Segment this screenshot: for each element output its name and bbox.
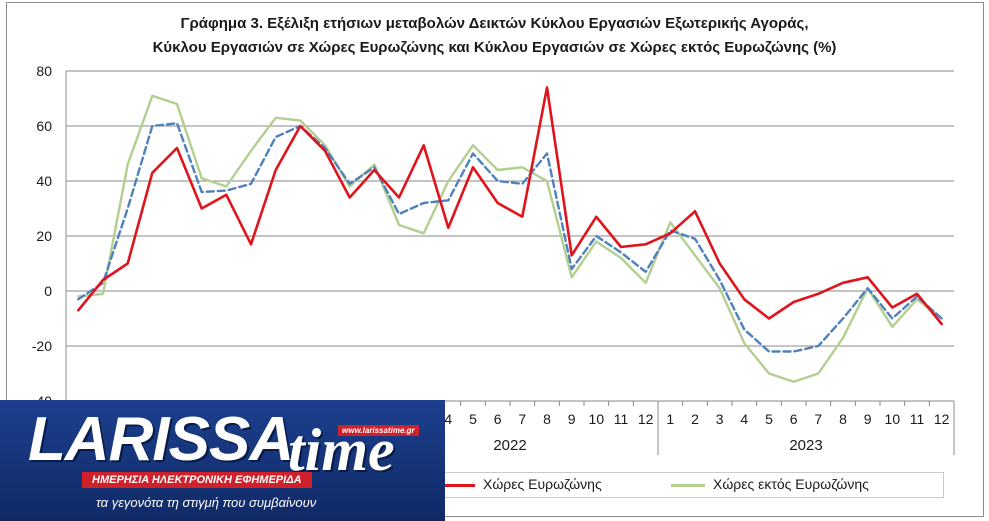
logo-url: www.larissatime.gr xyxy=(338,425,419,436)
x-tick-label: 6 xyxy=(494,411,502,427)
y-tick-label: 80 xyxy=(36,63,52,79)
series-line-eurozone xyxy=(77,86,944,326)
chart-frame xyxy=(6,2,984,517)
legend-swatch-eurozone xyxy=(441,483,475,487)
legend-label-eurozone: Χώρες Ευρωζώνης xyxy=(483,476,602,492)
year-label: 2023 xyxy=(789,437,822,454)
larissatime-logo-banner[interactable]: LARISSA time www.larissatime.gr ΗΜΕΡΗΣΙΑ… xyxy=(0,400,445,521)
legend-label-non-eurozone: Χώρες εκτός Ευρωζώνης xyxy=(713,476,869,492)
x-tick-label: 5 xyxy=(765,411,773,427)
x-tick-label: 12 xyxy=(934,411,950,427)
x-tick-label: 9 xyxy=(864,411,872,427)
series-line-total xyxy=(77,122,943,353)
x-tick-label: 2 xyxy=(691,411,699,427)
x-tick-label: 3 xyxy=(716,411,724,427)
x-tick-label: 11 xyxy=(910,411,925,427)
x-tick-label: 10 xyxy=(589,411,605,427)
x-tick-label: 7 xyxy=(518,411,526,427)
logo-tagline: τα γεγονότα τη στιγμή που συμβαίνουν xyxy=(96,495,317,510)
y-tick-label: 60 xyxy=(36,118,52,134)
x-tick-label: 4 xyxy=(740,411,748,427)
x-tick-label: 8 xyxy=(543,411,551,427)
chart-title-line2: Κύκλου Εργασιών σε Χώρες Ευρωζώνης και Κ… xyxy=(152,39,837,56)
x-tick-label: 10 xyxy=(885,411,901,427)
legend-swatch-non-eurozone xyxy=(671,483,705,487)
x-tick-label: 1 xyxy=(666,411,674,427)
x-tick-label: 12 xyxy=(638,411,654,427)
x-tick-label: 6 xyxy=(790,411,798,427)
logo-subtitle: ΗΜΕΡΗΣΙΑ ΗΛΕΚΤΡΟΝΙΚΗ ΕΦΗΜΕΡΙΔΑ xyxy=(82,472,312,488)
legend-item-eurozone: Χώρες Ευρωζώνης xyxy=(441,476,602,492)
x-tick-label: 5 xyxy=(469,411,477,427)
y-tick-label: 0 xyxy=(44,283,52,299)
year-label: 2022 xyxy=(493,437,526,454)
x-tick-label: 11 xyxy=(614,411,629,427)
x-tick-label: 7 xyxy=(814,411,822,427)
y-tick-label: -20 xyxy=(32,338,52,354)
legend-item-non-eurozone: Χώρες εκτός Ευρωζώνης xyxy=(671,476,869,492)
legend: Χώρες Ευρωζώνης Χώρες εκτός Ευρωζώνης xyxy=(430,472,944,498)
y-tick-label: 20 xyxy=(36,228,52,244)
x-tick-label: 8 xyxy=(839,411,847,427)
y-tick-label: 40 xyxy=(36,173,52,189)
series-line-non-eurozone xyxy=(77,94,943,383)
logo-wordmark: LARISSA xyxy=(28,405,294,474)
chart-title-line1: Γράφημα 3. Εξέλιξη ετήσιων μεταβολών Δει… xyxy=(180,15,809,32)
x-tick-label: 4 xyxy=(444,411,452,427)
x-tick-label: 9 xyxy=(568,411,576,427)
